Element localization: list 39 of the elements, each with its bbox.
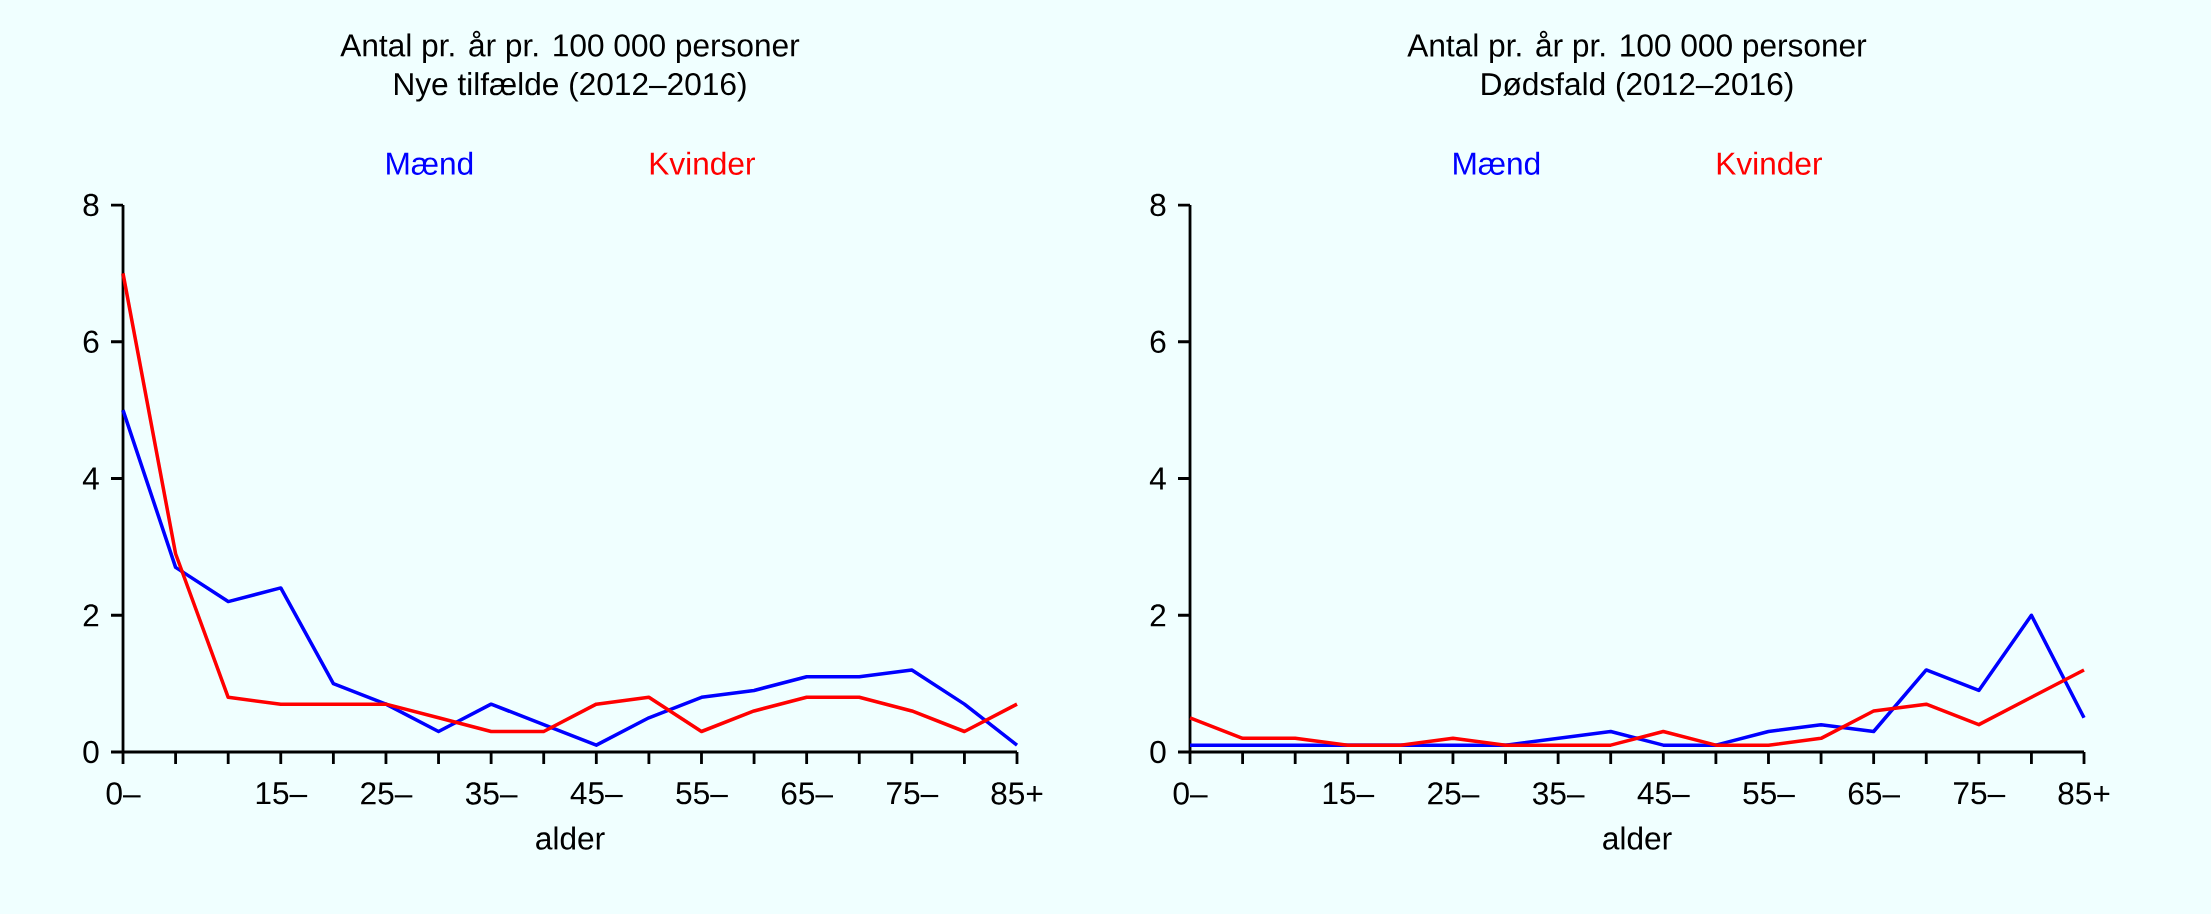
- x-tick-label: 75–: [1954, 782, 2006, 805]
- x-tick-label: 65–: [781, 782, 834, 805]
- x-tick-label: 55–: [1743, 782, 1795, 805]
- x-tick-label: 85+: [2058, 782, 2110, 805]
- y-tick-label: 8: [1150, 193, 1166, 217]
- x-tick-label: 0–: [1173, 782, 1208, 805]
- chart-subtitle: Nye tilfælde (2012–2016): [395, 72, 746, 102]
- x-tick-label: 0–: [106, 782, 141, 805]
- y-tick-label: 2: [1150, 604, 1166, 627]
- x-tick-label: 25–: [361, 782, 413, 805]
- text: Kvinder: [1717, 151, 1822, 175]
- x-tick-label: 15–: [256, 782, 308, 805]
- x-tick-label: 35–: [465, 782, 518, 805]
- line-series: [121, 408, 1019, 747]
- x-tick-label: 85+: [991, 782, 1043, 805]
- y-tick-label: 4: [1149, 467, 1166, 490]
- y-tick-label: 4: [82, 467, 99, 490]
- chart-subtitle: Dødsfald (2012–2016): [1482, 72, 1793, 102]
- x-tick-label: 55–: [676, 782, 728, 805]
- text: Kvinder: [650, 151, 755, 175]
- x-tick-label: 35–: [1532, 782, 1585, 805]
- y-tick-label: 6: [83, 330, 99, 353]
- text: Mænd: [387, 151, 473, 175]
- x-tick-label: 25–: [1428, 782, 1480, 805]
- chart-title: Antal pr. år pr. 100 000 personer: [1407, 30, 1867, 63]
- y-tick-label: 6: [1150, 330, 1166, 353]
- y-tick-label: 0: [83, 740, 99, 764]
- y-tick-label: 0: [1150, 740, 1166, 764]
- chart-title: Antal pr. år pr. 100 000 personer: [340, 30, 800, 63]
- y-tick-label: 8: [83, 193, 99, 217]
- x-tick-label: 45–: [1637, 782, 1690, 805]
- y-tick-label: 2: [83, 604, 99, 627]
- text: Mænd: [1454, 151, 1540, 175]
- x-tick-label: 15–: [1323, 782, 1375, 805]
- x-tick-label: 45–: [570, 782, 623, 805]
- x-axis-title: alder: [536, 826, 605, 850]
- x-tick-label: 65–: [1848, 782, 1901, 805]
- x-tick-label: 75–: [887, 782, 939, 805]
- x-axis-title: alder: [1603, 826, 1672, 850]
